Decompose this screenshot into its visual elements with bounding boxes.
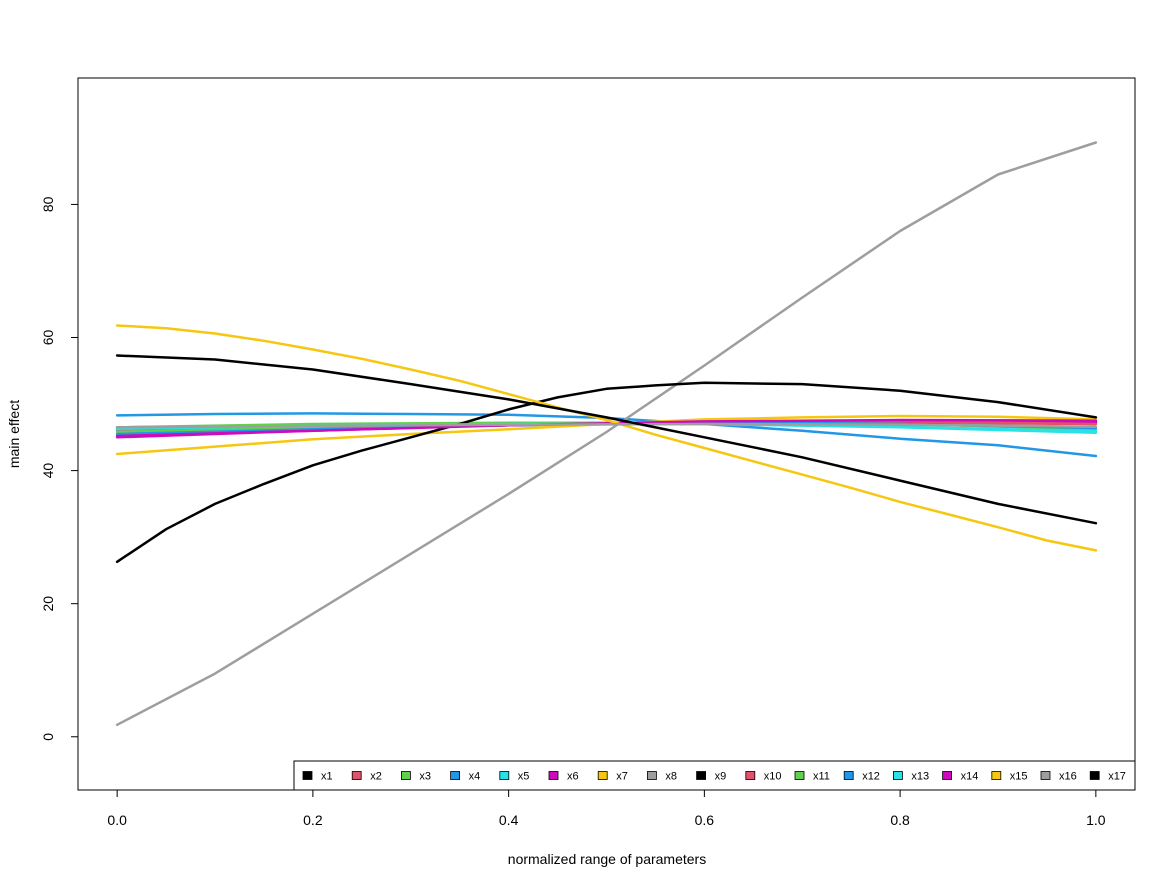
x-tick-label: 0.0	[107, 812, 127, 828]
series-line-x9	[115, 381, 1098, 564]
legend-label: x4	[469, 771, 481, 783]
legend-label: x10	[764, 771, 782, 783]
legend: x1 x2 x3 x4 x5 x6 x7 x8 x9 x10 x11 x12 x13 x14 x15 x16 x…	[293, 760, 1136, 791]
legend-swatch	[302, 771, 313, 780]
legend-swatch	[548, 771, 559, 780]
legend-swatch	[696, 771, 706, 780]
legend-label: x6	[567, 771, 579, 783]
legend-swatch	[1040, 771, 1051, 780]
legend-swatch	[647, 771, 657, 780]
legend-label: x14	[961, 771, 979, 783]
y-tick-label: 40	[40, 463, 56, 479]
y-tick-label: 20	[40, 596, 56, 612]
legend-label: x13	[911, 771, 929, 783]
legend-swatch	[450, 771, 461, 780]
x-tick-label: 0.8	[890, 812, 910, 828]
legend-label: x7	[616, 771, 628, 783]
x-tick-label: 0.2	[303, 812, 323, 828]
x-tick-label: 0.4	[499, 812, 519, 828]
legend-label: x1	[321, 771, 333, 783]
legend-swatch	[597, 771, 608, 780]
series-line-x15	[115, 324, 1098, 552]
series-line-x17	[115, 354, 1098, 525]
y-axis-title: main effect	[6, 400, 22, 468]
series-line-x16	[115, 422, 1098, 429]
series-line-x8	[115, 141, 1098, 727]
legend-swatch	[745, 771, 756, 780]
legend-swatch	[843, 771, 854, 780]
series-layer	[115, 141, 1098, 727]
legend-label: x2	[370, 771, 382, 783]
legend-swatch	[794, 771, 805, 780]
legend-label: x12	[862, 771, 880, 783]
legend-swatch	[351, 771, 362, 780]
y-tick-label: 80	[40, 196, 56, 212]
x-tick-label: 1.0	[1086, 812, 1106, 828]
legend-label: x9	[715, 771, 727, 783]
legend-label: x5	[518, 771, 530, 783]
x-axis-title: normalized range of parameters	[508, 851, 706, 867]
x-tick-label: 0.6	[695, 812, 715, 828]
y-tick-label: 60	[40, 330, 56, 346]
legend-swatch	[1089, 771, 1100, 780]
legend-swatch	[400, 771, 411, 780]
legend-swatch	[499, 771, 510, 780]
legend-label: x16	[1059, 771, 1077, 783]
legend-swatch	[893, 771, 903, 780]
y-axis: 0 20 40 60 80	[40, 196, 79, 741]
legend-swatch	[991, 771, 1002, 780]
legend-label: x3	[419, 771, 431, 783]
legend-swatch	[942, 771, 952, 780]
legend-label: x15	[1010, 771, 1028, 783]
legend-label: x8	[665, 771, 677, 783]
legend-label: x11	[813, 771, 830, 783]
x-axis: 0.0 0.2 0.4 0.6 0.8 1.0	[107, 789, 1106, 828]
y-tick-label: 0	[40, 733, 56, 741]
legend-label: x17	[1108, 771, 1126, 783]
